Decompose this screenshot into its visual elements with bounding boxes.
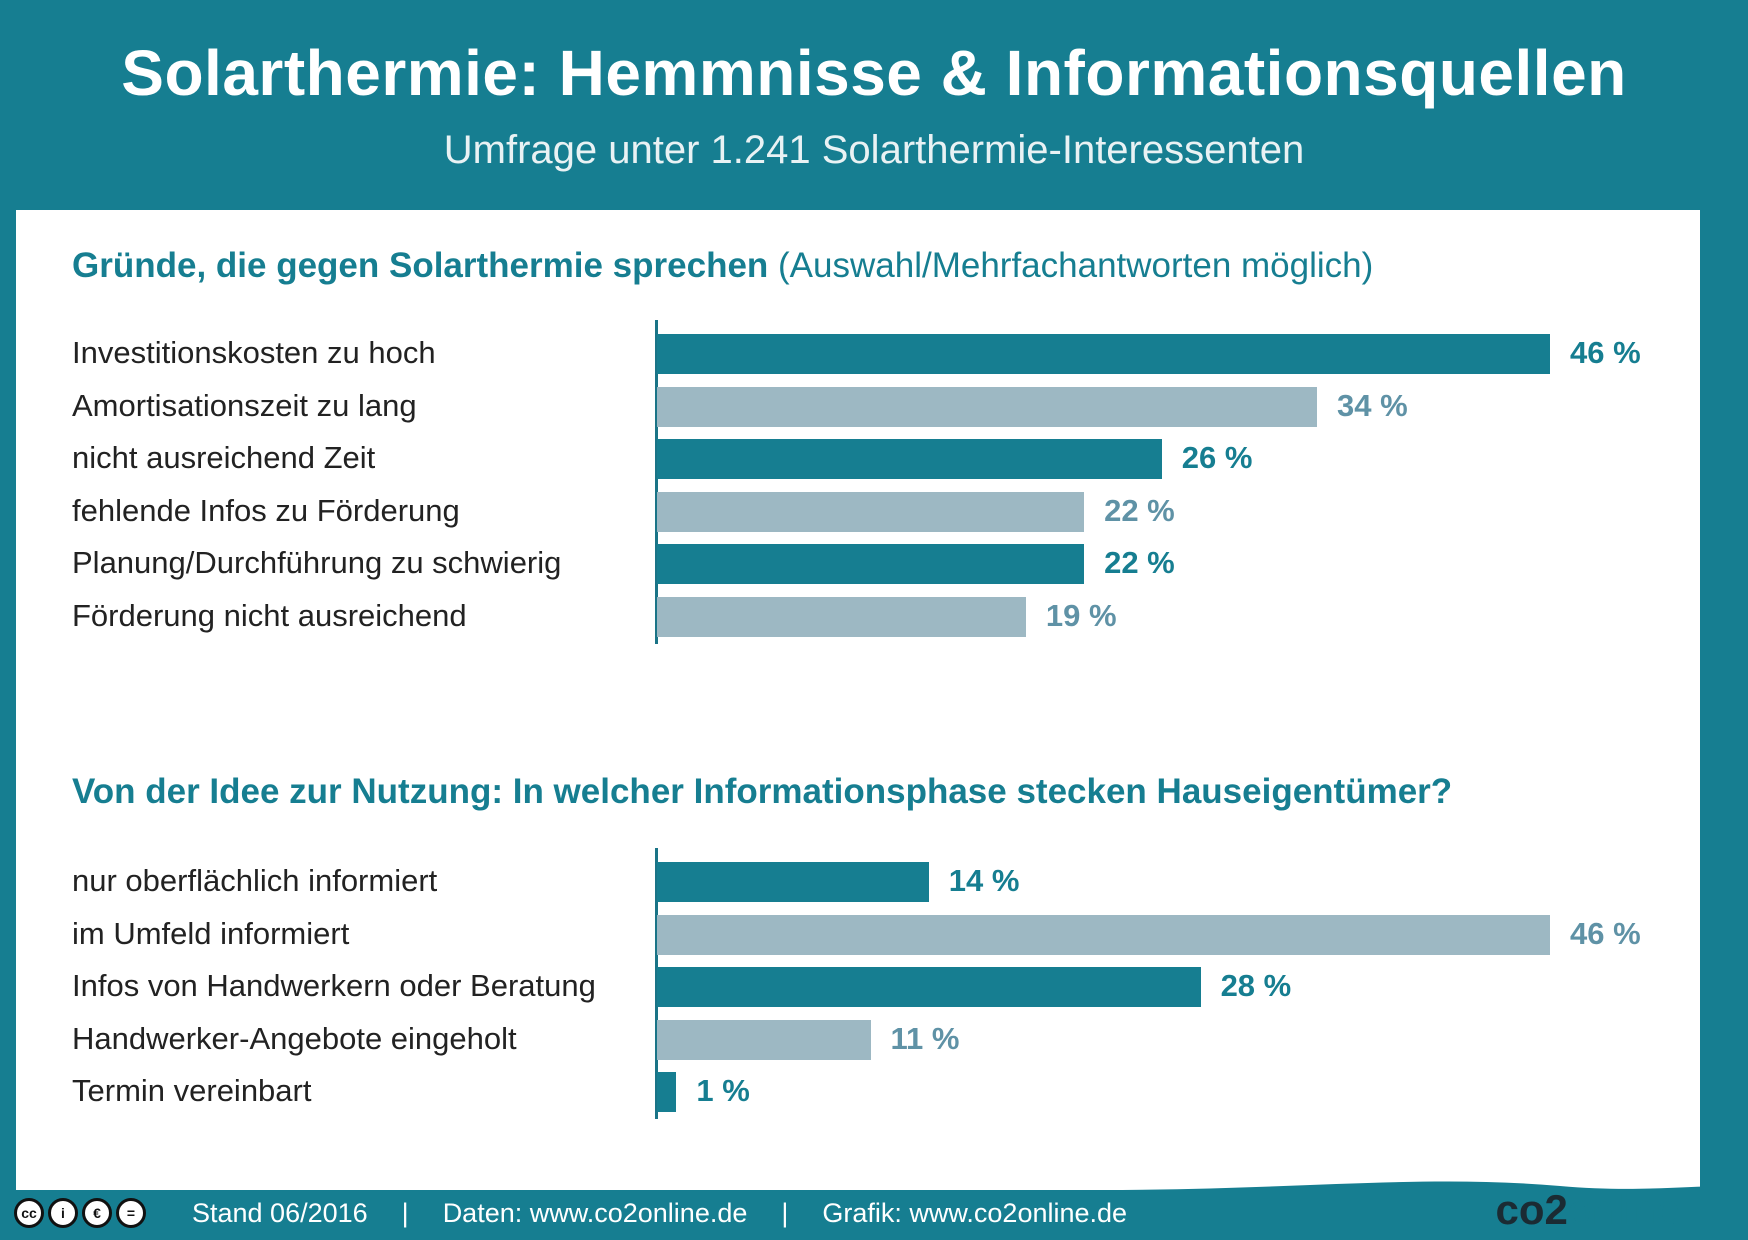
bar — [657, 862, 929, 902]
bar — [657, 386, 1318, 427]
data-label: 14 % — [948, 863, 1020, 898]
category-label: nicht ausreichend Zeit — [72, 440, 376, 476]
data-label: 34 % — [1337, 387, 1408, 423]
bar — [657, 1019, 871, 1060]
footer-stand: Stand 06/2016 — [192, 1198, 368, 1228]
data-label: 22 % — [1104, 545, 1175, 581]
bar — [657, 439, 1162, 480]
footer-daten[interactable]: Daten: www.co2online.de — [442, 1198, 748, 1228]
nd-icon: = — [116, 1198, 146, 1228]
data-label: 46 % — [1570, 915, 1641, 951]
category-label: Förderung nicht ausreichend — [72, 598, 467, 633]
chart-1-heading: Gründe, die gegen Solarthermie sprechen … — [72, 246, 1373, 286]
page-subtitle: Umfrage unter 1.241 Solarthermie-Interes… — [443, 128, 1305, 172]
cc-license-badge[interactable]: cc i € = — [14, 1198, 146, 1228]
category-label: im Umfeld informiert — [72, 915, 350, 951]
footer: cc i € = Stand 06/2016 | Daten: www.co2onl… — [0, 1186, 1748, 1240]
category-label: Amortisationszeit zu lang — [72, 387, 417, 423]
chart-2: nur oberflächlich informiert 14 % im Umfel… — [16, 848, 1700, 1148]
chart-1-title: Gründe, die gegen Solarthermie sprechen — [72, 246, 769, 285]
footer-credits: Stand 06/2016 | Daten: www.co2online.de | Gr… — [192, 1198, 1127, 1229]
bar — [657, 544, 1085, 585]
category-label: Handwerker-Angebote eingeholt — [72, 1020, 517, 1056]
category-label: fehlende Infos zu Förderung — [72, 492, 460, 528]
category-label: Investitionskosten zu hoch — [72, 335, 436, 370]
category-label: nur oberflächlich informiert — [72, 863, 438, 898]
footer-separator: | — [781, 1198, 789, 1228]
chart-axis — [655, 848, 658, 1119]
bar — [657, 334, 1550, 374]
chart-axis — [655, 320, 658, 644]
data-label: 46 % — [1570, 335, 1641, 370]
chart-2-heading: Von der Idee zur Nutzung: In welcher Inf… — [72, 772, 1452, 812]
chart-1-note: (Auswahl/Mehrfachantworten möglich) — [778, 246, 1374, 285]
page-title: Solarthermie: Hemmnisse & Informationsqu… — [121, 37, 1627, 109]
cc-icon: cc — [14, 1198, 44, 1228]
chart-1: Investitionskosten zu hoch 46 % Amortisati… — [16, 320, 1700, 680]
content-panel: Gründe, die gegen Solarthermie sprechen … — [16, 210, 1700, 1210]
bar — [657, 491, 1085, 532]
data-label: 11 % — [890, 1020, 960, 1056]
footer-separator: | — [401, 1198, 409, 1228]
bar — [657, 914, 1550, 955]
nc-icon: € — [82, 1198, 112, 1228]
chart-2-title: Von der Idee zur Nutzung: In welcher Inf… — [72, 772, 1453, 811]
by-icon: i — [48, 1198, 78, 1228]
data-label: 26 % — [1181, 440, 1253, 476]
category-label: Planung/Durchführung zu schwierig — [72, 545, 562, 581]
brand-logo-online: online — [1567, 1186, 1680, 1233]
bar — [657, 1072, 677, 1113]
bar — [657, 967, 1201, 1008]
category-label: Infos von Handwerkern oder Beratung — [72, 968, 596, 1004]
footer-grafik[interactable]: Grafik: www.co2online.de — [822, 1198, 1128, 1228]
data-label: 1 % — [696, 1073, 750, 1109]
data-label: 28 % — [1220, 968, 1292, 1004]
brand-logo-co2: co2 — [1495, 1186, 1568, 1233]
footer-wave — [0, 1181, 1748, 1240]
brand-logo[interactable]: co2online — [1496, 1186, 1680, 1234]
category-label: Termin vereinbart — [72, 1073, 312, 1109]
data-label: 19 % — [1045, 598, 1117, 633]
data-label: 22 % — [1104, 492, 1175, 528]
bar — [657, 597, 1026, 637]
